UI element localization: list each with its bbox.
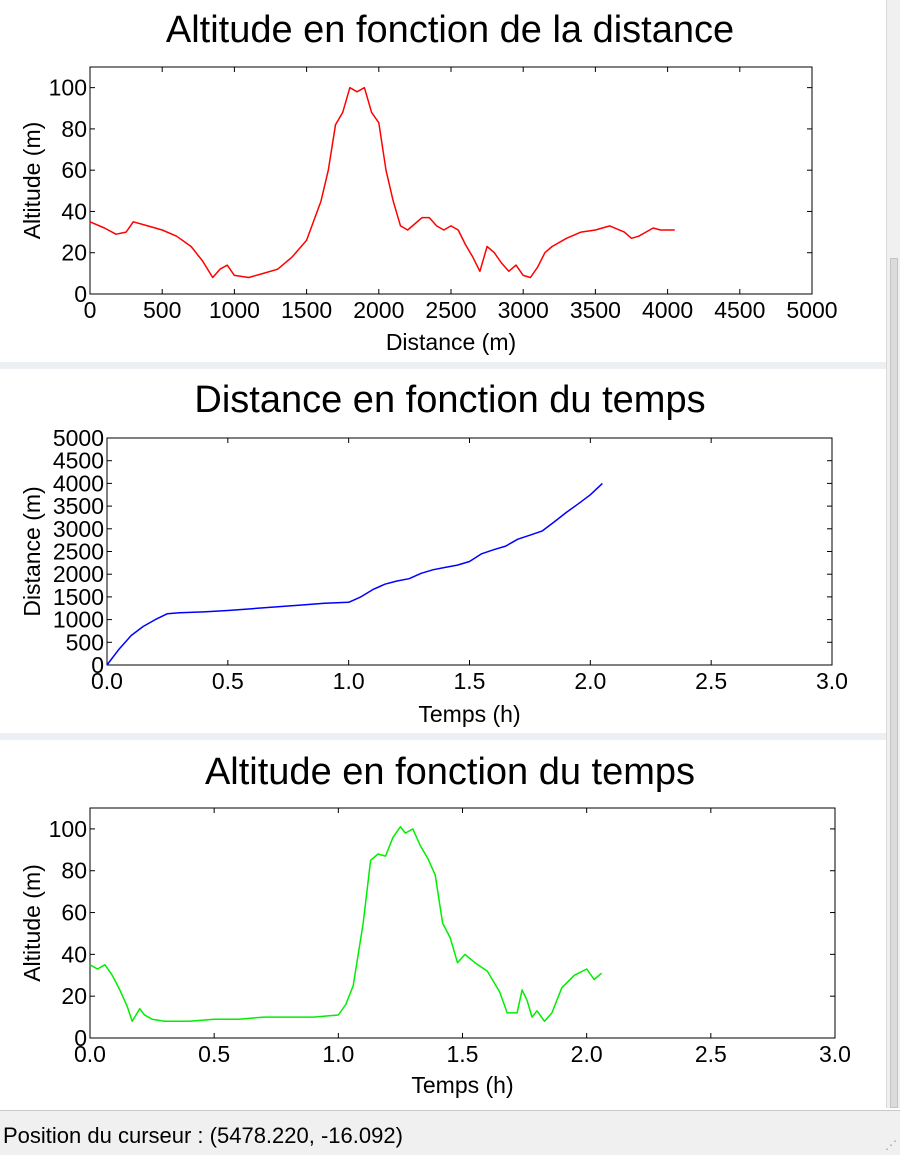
x-tick-label: 0 xyxy=(84,297,97,323)
x-tick-label: 2500 xyxy=(425,297,476,323)
y-tick-label: 80 xyxy=(61,858,87,884)
x-tick-label: 3000 xyxy=(498,297,549,323)
series-line xyxy=(106,482,603,666)
y-tick-label: 100 xyxy=(49,75,87,101)
x-axis-label: Temps (h) xyxy=(418,701,520,727)
panel-divider xyxy=(0,362,886,369)
y-tick-label: 0 xyxy=(74,1025,87,1051)
y-tick-label: 60 xyxy=(61,157,87,183)
x-axis-label: Temps (h) xyxy=(411,1072,513,1098)
y-tick-label: 2500 xyxy=(53,539,104,565)
x-tick-label: 3.0 xyxy=(816,668,848,694)
x-tick-label: 4000 xyxy=(642,297,693,323)
series-line xyxy=(89,86,675,279)
y-tick-label: 5000 xyxy=(53,425,104,451)
x-tick-label: 2.0 xyxy=(574,668,606,694)
y-axis-label: Distance (m) xyxy=(19,486,45,616)
panel-divider xyxy=(0,733,886,740)
x-tick-label: 1.0 xyxy=(322,1041,354,1067)
x-tick-label: 1.5 xyxy=(454,668,486,694)
y-tick-label: 40 xyxy=(61,941,87,967)
chart-title: Altitude en fonction de la distance xyxy=(166,9,734,51)
chart-title: Distance en fonction du temps xyxy=(194,379,705,421)
y-tick-label: 80 xyxy=(61,116,87,142)
x-tick-label: 2.5 xyxy=(695,668,727,694)
x-tick-label: 1500 xyxy=(281,297,332,323)
x-tick-label: 4500 xyxy=(714,297,765,323)
y-tick-label: 40 xyxy=(61,198,87,224)
y-tick-label: 20 xyxy=(61,983,87,1009)
x-tick-label: 2.5 xyxy=(695,1041,727,1067)
plot-frame xyxy=(89,807,836,1039)
chart-title: Altitude en fonction du temps xyxy=(205,751,695,793)
x-tick-label: 0.0 xyxy=(74,1041,106,1067)
x-tick-label: 0.5 xyxy=(212,668,244,694)
y-tick-label: 60 xyxy=(61,900,87,926)
scrollbar-thumb[interactable] xyxy=(890,258,898,1108)
plot-frame xyxy=(106,437,833,666)
cursor-position-text: Position du curseur : (5478.220, -16.092… xyxy=(3,1123,403,1148)
y-tick-label: 100 xyxy=(49,816,87,842)
y-tick-label: 2000 xyxy=(53,561,104,587)
y-tick-label: 500 xyxy=(66,629,104,655)
y-tick-label: 1500 xyxy=(53,584,104,610)
x-tick-label: 1.0 xyxy=(333,668,365,694)
x-tick-label: 1.5 xyxy=(447,1041,479,1067)
x-tick-label: 0.5 xyxy=(198,1041,230,1067)
y-tick-label: 4500 xyxy=(53,448,104,474)
y-tick-label: 4000 xyxy=(53,470,104,496)
y-axis-label: Altitude (m) xyxy=(19,864,45,982)
plot-frame xyxy=(89,66,813,295)
x-tick-label: 1000 xyxy=(209,297,260,323)
x-axis-label: Distance (m) xyxy=(386,329,516,355)
x-tick-label: 3500 xyxy=(570,297,621,323)
x-tick-label: 3.0 xyxy=(819,1041,851,1067)
y-axis-label: Altitude (m) xyxy=(19,122,45,240)
y-tick-label: 1000 xyxy=(53,607,104,633)
x-tick-label: 2.0 xyxy=(571,1041,603,1067)
y-tick-label: 3000 xyxy=(53,516,104,542)
y-tick-label: 3500 xyxy=(53,493,104,519)
x-tick-label: 5000 xyxy=(786,297,837,323)
x-tick-label: 500 xyxy=(143,297,181,323)
x-tick-label: 2000 xyxy=(353,297,404,323)
y-tick-label: 0 xyxy=(91,652,104,678)
status-bar: Position du curseur : (5478.220, -16.092… xyxy=(0,1110,900,1155)
y-tick-label: 0 xyxy=(74,281,87,307)
x-tick-label: 0.0 xyxy=(91,668,123,694)
y-tick-label: 20 xyxy=(61,240,87,266)
resize-grip-icon[interactable]: ⋰ xyxy=(885,1138,897,1152)
series-line xyxy=(89,826,603,1023)
